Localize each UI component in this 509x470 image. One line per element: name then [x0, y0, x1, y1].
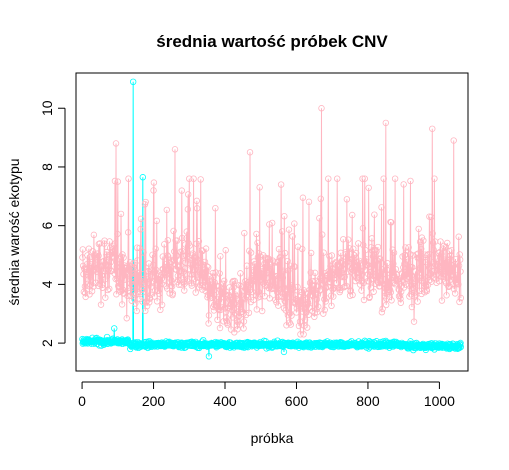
- x-tick-label: 800: [356, 393, 380, 409]
- y-tick-label: 6: [39, 222, 55, 230]
- x-axis-label: próbka: [251, 430, 294, 446]
- x-tick-label: 600: [285, 393, 309, 409]
- y-axis-label: średnia warość ekotypu: [6, 158, 22, 305]
- y-tick-label: 4: [39, 280, 55, 288]
- x-tick-label: 1000: [424, 393, 455, 409]
- chart-title: średnia wartość próbek CNV: [156, 32, 388, 51]
- y-tick-label: 2: [39, 339, 55, 347]
- x-tick-label: 200: [142, 393, 166, 409]
- y-tick-label: 8: [39, 163, 55, 171]
- y-tick-label: 10: [39, 100, 55, 116]
- x-tick-label: 0: [78, 393, 86, 409]
- x-tick-label: 400: [213, 393, 237, 409]
